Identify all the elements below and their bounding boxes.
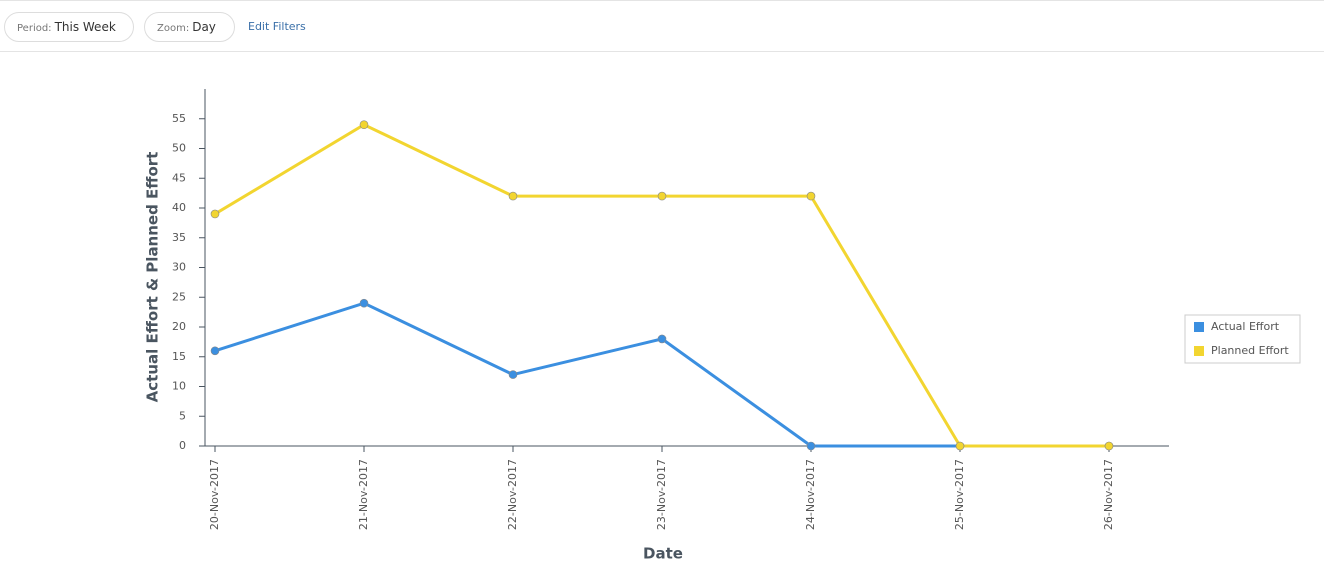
zoom-filter[interactable]: Zoom: Day — [144, 12, 235, 42]
data-point — [806, 191, 816, 201]
y-tick-label: 10 — [172, 380, 186, 393]
x-tick-label: 24-Nov-2017 — [804, 459, 817, 530]
zoom-value: Day — [192, 20, 216, 34]
y-tick-label: 50 — [172, 142, 186, 155]
x-axis-title: Date — [643, 545, 683, 563]
y-tick-label: 35 — [172, 231, 186, 244]
y-tick-label: 25 — [172, 290, 186, 303]
y-tick-label: 0 — [179, 439, 186, 452]
period-label: Period: — [17, 23, 52, 34]
data-point — [359, 298, 369, 308]
edit-filters-link[interactable]: Edit Filters — [248, 20, 306, 33]
data-point — [657, 334, 667, 344]
x-tick-label: 26-Nov-2017 — [1102, 459, 1115, 530]
legend-label: Actual Effort — [1211, 320, 1280, 333]
y-tick-label: 20 — [172, 320, 186, 333]
period-value: This Week — [54, 20, 116, 34]
y-tick-label: 55 — [172, 112, 186, 125]
x-tick-label: 20-Nov-2017 — [208, 459, 221, 530]
x-tick-label: 21-Nov-2017 — [357, 459, 370, 530]
y-tick-label: 45 — [172, 171, 186, 184]
data-point — [806, 441, 816, 451]
series-line — [214, 122, 1109, 448]
data-point — [359, 120, 369, 129]
y-tick-label: 5 — [179, 409, 186, 422]
data-point — [210, 346, 220, 356]
period-filter[interactable]: Period: This Week — [4, 12, 134, 42]
legend — [1184, 314, 1301, 364]
series-line — [214, 301, 1109, 448]
legend-swatch — [1194, 322, 1204, 332]
x-tick-label: 22-Nov-2017 — [506, 459, 519, 530]
data-point — [210, 209, 220, 219]
data-point — [955, 441, 965, 451]
y-tick-label: 15 — [172, 350, 186, 363]
data-point — [508, 191, 518, 201]
y-tick-label: 40 — [172, 201, 186, 214]
y-tick-label: 30 — [172, 261, 186, 274]
legend-swatch — [1194, 346, 1204, 356]
data-point — [1104, 441, 1114, 451]
y-axis-title: Actual Effort & Planned Effort — [144, 152, 162, 403]
toolbar: Period: This Week Zoom: Day Edit Filters — [0, 0, 1324, 52]
data-point — [508, 370, 518, 379]
x-tick-label: 23-Nov-2017 — [655, 459, 668, 530]
zoom-label: Zoom: — [157, 23, 190, 34]
x-tick-label: 25-Nov-2017 — [953, 459, 966, 530]
legend-label: Planned Effort — [1211, 344, 1289, 357]
data-point — [657, 191, 667, 201]
